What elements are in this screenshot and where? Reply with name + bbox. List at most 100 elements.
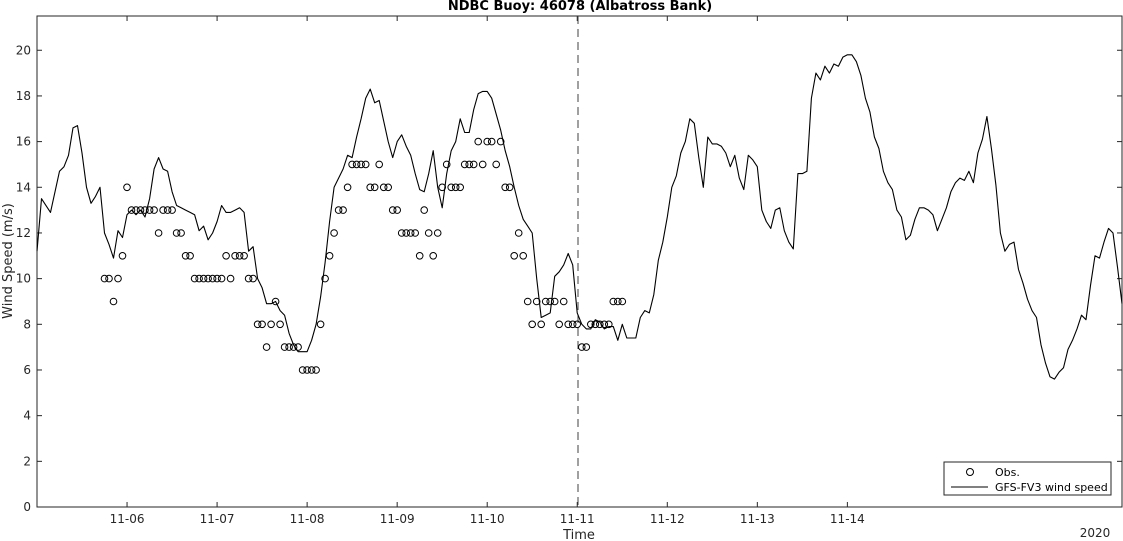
legend: Obs. GFS-FV3 wind speed xyxy=(943,461,1112,496)
obs-point xyxy=(361,160,370,169)
obs-point xyxy=(208,274,217,283)
legend-obs-label: Obs. xyxy=(995,466,1020,479)
obs-point xyxy=(366,183,375,192)
obs-point xyxy=(253,320,262,329)
obs-point xyxy=(406,229,415,237)
obs-point xyxy=(298,366,307,374)
x-tick-label: 11-08 xyxy=(290,512,325,526)
obs-point xyxy=(393,206,402,214)
obs-point xyxy=(231,252,239,260)
obs-point xyxy=(532,297,541,306)
obs-point xyxy=(136,206,145,214)
y-tick-label: 16 xyxy=(16,135,31,149)
obs-point xyxy=(514,229,523,237)
obs-point xyxy=(397,229,406,237)
obs-point xyxy=(271,297,280,306)
obs-point xyxy=(537,320,546,329)
obs-point xyxy=(465,160,474,169)
obs-point xyxy=(578,343,586,351)
obs-point xyxy=(316,320,325,329)
obs-point xyxy=(334,206,343,214)
obs-point xyxy=(568,320,577,329)
obs-point xyxy=(541,297,550,306)
obs-point xyxy=(289,343,298,351)
chart-title: NDBC Buoy: 46078 (Albatross Bank) xyxy=(448,0,712,14)
obs-point xyxy=(222,252,230,260)
obs-point xyxy=(321,274,329,283)
x-tick-label: 11-12 xyxy=(650,512,685,526)
model-series xyxy=(36,54,1123,380)
obs-point xyxy=(240,252,248,260)
plot-area xyxy=(36,15,1123,508)
obs-point xyxy=(226,274,235,283)
obs-point xyxy=(343,183,352,192)
obs-point xyxy=(280,343,289,351)
obs-point xyxy=(550,297,559,306)
obs-point xyxy=(582,343,591,351)
obs-point xyxy=(262,343,271,351)
obs-point xyxy=(172,229,181,237)
obs-point xyxy=(424,229,433,237)
obs-point xyxy=(348,160,356,169)
y-tick-label: 8 xyxy=(23,317,31,331)
obs-point xyxy=(258,320,266,329)
obs-point xyxy=(181,252,190,260)
legend-obs-marker xyxy=(966,468,974,476)
x-tick-label: 11-13 xyxy=(740,512,775,526)
y-axis: 0 2 4 6 8 10 12 14 16 18 20 xyxy=(16,43,1122,514)
obs-point xyxy=(127,206,136,214)
obs-point xyxy=(420,206,429,214)
obs-point xyxy=(429,252,438,260)
obs-point xyxy=(474,137,483,146)
obs-point xyxy=(168,206,176,214)
obs-point xyxy=(312,366,320,374)
obs-point xyxy=(249,274,257,283)
obs-point xyxy=(190,274,199,283)
obs-point xyxy=(501,183,510,192)
obs-point xyxy=(235,252,244,260)
obs-point xyxy=(564,320,573,329)
obs-point xyxy=(402,229,411,237)
obs-point xyxy=(411,229,420,237)
obs-point xyxy=(492,160,501,169)
x-axis: 11-06 11-07 11-08 11-09 11-10 11-11 11-12 11-13… xyxy=(110,16,865,526)
obs-point xyxy=(109,297,118,306)
obs-point xyxy=(469,160,478,169)
obs-point xyxy=(267,320,275,329)
obs-point xyxy=(357,160,365,169)
obs-point xyxy=(587,320,595,329)
obs-point xyxy=(451,183,460,192)
obs-point xyxy=(505,183,514,192)
obs-point xyxy=(555,320,564,329)
x-tick-label: 11-14 xyxy=(830,512,865,526)
x-tick-label: 11-06 xyxy=(110,512,145,526)
obs-point xyxy=(573,320,582,329)
obs-point xyxy=(141,206,149,214)
obs-point xyxy=(478,160,487,169)
legend-model-label: GFS-FV3 wind speed xyxy=(995,481,1108,494)
obs-point xyxy=(213,274,221,283)
obs-point xyxy=(105,274,113,283)
x-axis-label: Time xyxy=(562,528,595,541)
y-tick-label: 20 xyxy=(16,43,31,57)
obs-point xyxy=(150,206,158,214)
y-tick-label: 10 xyxy=(16,272,31,286)
x-tick-label: 11-10 xyxy=(470,512,505,526)
obs-point xyxy=(325,252,334,260)
legend-box xyxy=(943,461,1112,496)
obs-point xyxy=(546,297,555,306)
obs-point xyxy=(195,274,203,283)
obs-point xyxy=(186,252,194,260)
y-tick-label: 2 xyxy=(23,454,31,468)
obs-point xyxy=(384,183,393,192)
obs-point xyxy=(285,343,293,351)
obs-point xyxy=(460,160,469,169)
obs-point xyxy=(100,274,109,283)
obs-point xyxy=(510,252,519,260)
x-tick-label: 11-11 xyxy=(560,512,595,526)
obs-point xyxy=(154,229,163,237)
y-tick-label: 4 xyxy=(23,409,31,423)
obs-point xyxy=(123,183,131,192)
